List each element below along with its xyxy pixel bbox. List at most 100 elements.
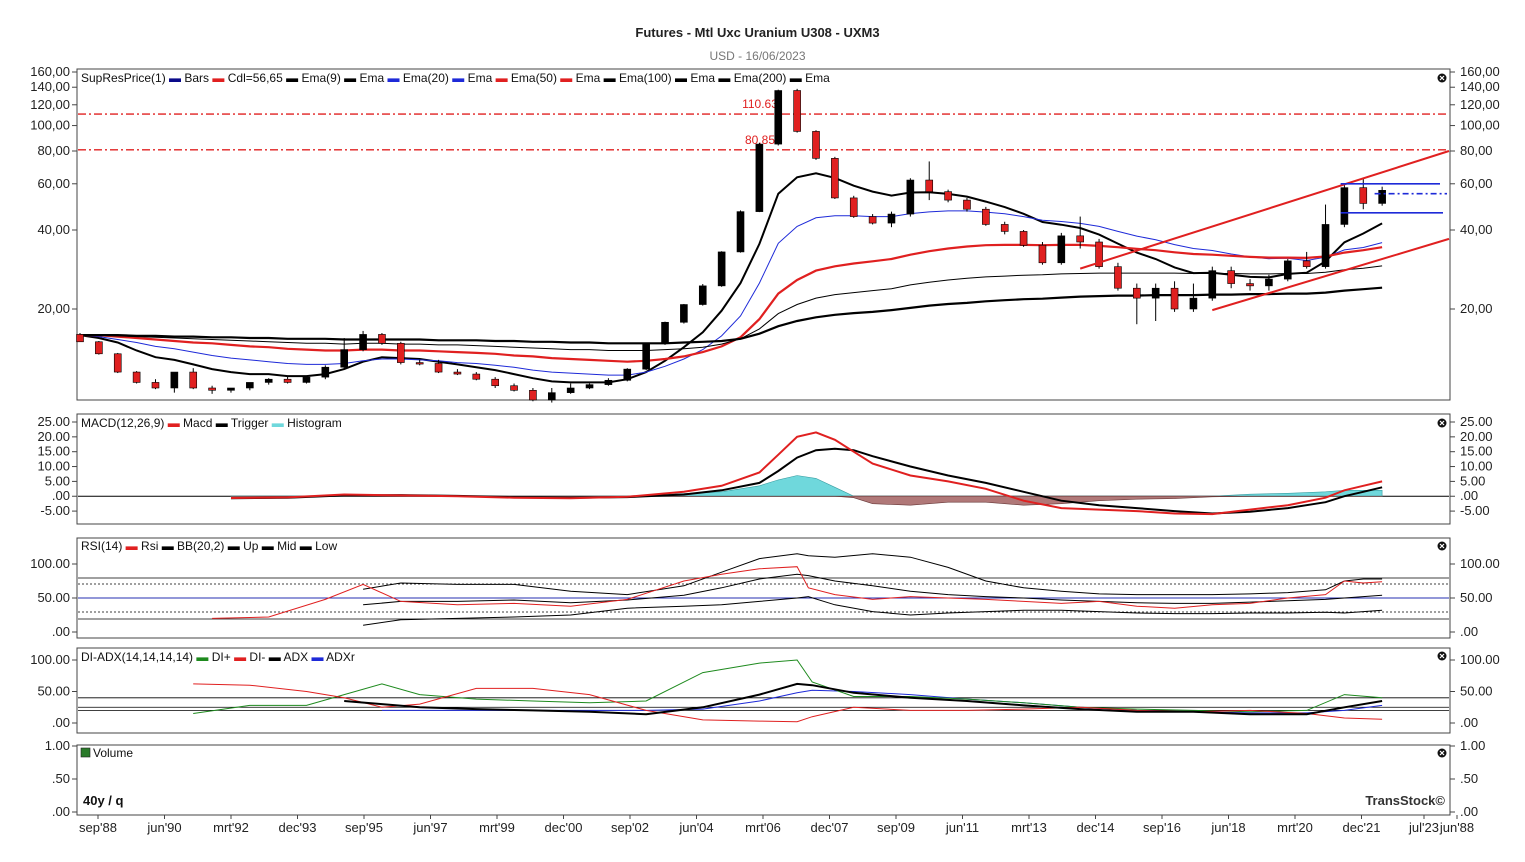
legend-entry: DI- [246,650,265,664]
volume-y-tick: 1.00 [45,738,70,753]
chart-header: Futures - Mtl Uxc Uranium U308 - UXM3 US… [0,0,1525,70]
x-tick-label: sep'95 [345,820,383,835]
price-y-tick: 80,00 [37,143,70,158]
legend-swatch: ▬ [384,71,399,85]
legend-entry: DI+ [208,650,230,664]
macd-y-tick: 25.00 [37,414,70,429]
candle-body [1265,278,1273,287]
price-y-tick: 40,00 [1460,222,1493,237]
macd-y-tick: 5.00 [45,473,70,488]
candle-body [982,208,990,225]
legend-swatch: ▬ [557,71,572,85]
candle-body [906,179,915,215]
adx-series [78,659,1449,723]
candle-body [529,389,537,401]
price-y-tick: 60,00 [37,176,70,191]
macd-legend: MACD(12,26,9) ▬ Macd ▬ Trigger ▬ Histogr… [81,416,342,430]
legend-swatch: ▬ [268,416,283,430]
adx-legend: DI-ADX(14,14,14,14) ▬ DI+ ▬ DI- ▬ ADX ▬ … [81,650,355,664]
candle-body [661,321,669,344]
x-tick-label: mrt'92 [213,820,249,835]
macd-y-tick: 5.00 [1460,473,1485,488]
legend-entry: Mid [274,539,297,553]
candle-body [283,378,292,383]
legend-entry: MACD(12,26,9) [81,416,164,430]
lower-trendline [1212,237,1450,312]
candle-body [547,392,556,401]
rsi-y-tick: .00 [1460,624,1478,639]
chart-title: Futures - Mtl Uxc Uranium U308 - UXM3 [635,25,880,40]
candle-body [1133,287,1141,299]
rsi-y-tick: 50.00 [37,590,70,605]
price-close-icon[interactable] [1437,73,1447,83]
candle-body [642,343,650,370]
candle-body [208,387,216,391]
macd-y-tick: 10.00 [37,459,70,474]
candle-body [113,353,122,373]
candle-body [397,343,405,363]
price-y-tick: 100,00 [30,118,70,133]
price-trendlines [1079,150,1450,312]
macd-series [78,431,1449,516]
legend-swatch: ▬ [492,71,507,85]
macd-close-icon[interactable] [1437,418,1447,428]
candle-body [453,371,462,375]
legend-entry: Cdl=56,65 [224,71,283,85]
candle-body [472,373,481,380]
candle-body [1151,287,1160,299]
candle-body [321,366,330,378]
candle-body [170,371,179,389]
rsi-legend: RSI(14) ▬ Rsi ▬ BB(20,2) ▬ Up ▬ Mid ▬ Lo… [81,539,337,553]
candle-body [76,334,84,343]
adx-close-icon[interactable] [1437,651,1447,661]
legend-entry: Ema [687,71,715,85]
legend-swatch: ▬ [341,71,356,85]
legend-entry: Ema [464,71,492,85]
adx-line [344,682,1383,716]
candle-body [1302,260,1311,267]
rsi-bb-mid [363,573,1383,606]
price-candles [76,88,1386,403]
legend-swatch: ▬ [224,539,239,553]
candle-body [925,179,934,192]
candle-body [604,379,613,385]
price-y-tick: 160,00 [1460,64,1500,79]
candle-body [849,197,858,217]
candle-body [1000,224,1009,232]
legend-swatch: ▬ [786,71,801,85]
x-tick-label: jun'97 [412,820,447,835]
price-y-tick: 40,00 [37,222,70,237]
macd-y-tick: 15.00 [37,444,70,459]
rsi-panel [76,537,1451,639]
legend-swatch: ▬ [600,71,615,85]
x-tick-label: jun'11 [945,820,979,835]
candle-body [1189,297,1198,310]
legend-swatch: ▬ [158,539,173,553]
candle-body [340,349,349,368]
volume-close-icon[interactable] [1437,748,1447,758]
candle-body [151,382,160,389]
candle-body [774,90,783,145]
candle-body [1321,224,1330,267]
ema-line-4 [80,286,1383,345]
candle-body [1208,270,1217,299]
rsi-close-icon[interactable] [1437,541,1447,551]
candle-body [1170,287,1179,310]
price-y-tick: 120,00 [1460,97,1500,112]
legend-entry: ADXr [323,650,354,664]
x-tick-label: jun'90 [146,820,181,835]
legend-entry: Ema [572,71,600,85]
candle-body [227,387,235,391]
legend-swatch: ▬ [265,650,280,664]
macd-y-tick: 10.00 [1460,459,1493,474]
macd-y-tick: 25.00 [1460,414,1493,429]
price-y-tick: 140,00 [1460,79,1500,94]
legend-swatch: ▬ [283,71,298,85]
resistance-label: 80.85 [745,133,775,147]
x-tick-label: dec'93 [279,820,317,835]
x-tick-label: dec'00 [545,820,583,835]
ema-line-0 [79,172,1383,384]
x-tick-label: sep'16 [1143,820,1181,835]
